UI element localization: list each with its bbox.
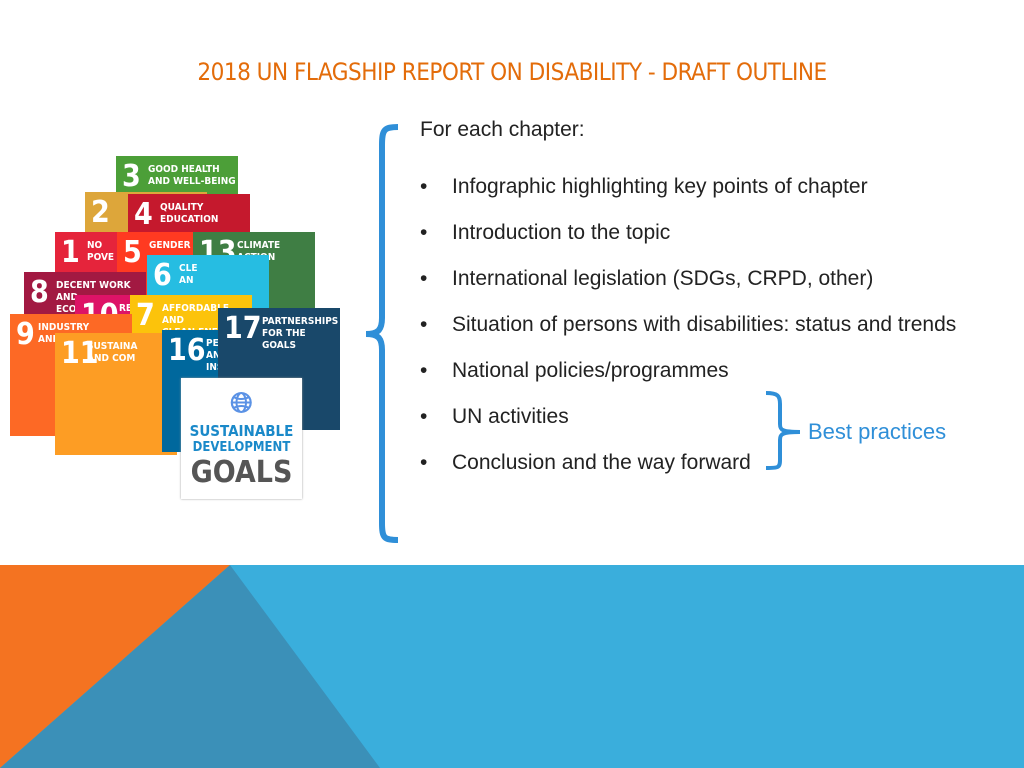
tile-label-line: QUALITY xyxy=(160,202,204,213)
bullet-item: National policies/programmes xyxy=(420,348,1000,394)
tile-number: 1 xyxy=(61,235,80,270)
tile-label-line: CLIMATE xyxy=(237,240,281,251)
tile-label: CLE AN xyxy=(179,263,197,287)
tile-label-line: AND COM xyxy=(87,353,136,364)
tile-label-line: POVE xyxy=(87,252,115,263)
tile-number: 8 xyxy=(30,275,49,310)
tile-label-line: RED xyxy=(119,303,140,315)
tile-label-line: FOR THE GOALS xyxy=(262,328,306,351)
logo-text: DEVELOPMENT xyxy=(192,440,291,455)
tile-number: 11 xyxy=(61,336,99,371)
bullet-list: Infographic highlighting key points of c… xyxy=(420,164,1000,486)
tile-label-line: AND xyxy=(206,350,228,361)
tile-label-line: INST xyxy=(206,362,232,374)
tile-number: 9 xyxy=(16,317,35,352)
tile-label-line: DECENT WORK AND xyxy=(56,280,131,303)
tile-number: 16 xyxy=(168,333,206,368)
tile-label-line: GENDER xyxy=(149,240,191,251)
tile-number: 2 xyxy=(91,195,110,230)
tile-label: SUSTAINA AND COM xyxy=(87,341,137,365)
tile-label: NO POVE xyxy=(87,240,114,264)
slide-title: 2018 UN FLAGSHIP REPORT ON DISABILITY - … xyxy=(197,58,827,86)
sdg-tile: 11 SUSTAINA AND COM xyxy=(55,333,177,455)
tile-label-line: PARTNERSHIPS xyxy=(262,316,339,327)
tile-label-line: CLE xyxy=(179,263,198,274)
tile-label-line: SUSTAINA xyxy=(87,341,138,352)
logo-text: GOALS xyxy=(190,455,293,490)
tile-label: INDUSTRY AND xyxy=(38,322,89,346)
bullet-item: Situation of persons with disabilities: … xyxy=(420,302,1000,348)
bullet-item: Infographic highlighting key points of c… xyxy=(420,164,1000,210)
tile-label: GOOD HEALTH AND WELL-BEING xyxy=(148,164,236,188)
un-emblem: 🌐︎ xyxy=(230,386,253,419)
tile-label: PARTNERSHIPS FOR THE GOALS xyxy=(262,316,340,352)
bullet-item: International legislation (SDGs, CRPD, o… xyxy=(420,256,1000,302)
tile-label-line: AND xyxy=(38,334,60,345)
bullet-item: UN activities xyxy=(420,394,1000,440)
intro-text: For each chapter: xyxy=(420,118,585,141)
tile-label-line: GOOD HEALTH xyxy=(148,164,220,175)
brace-label: Best practices xyxy=(808,419,947,444)
tile-label: DECENT WORK AND ECO xyxy=(56,280,146,316)
logo-text: SUSTAINABLE xyxy=(189,422,294,440)
tile-label-line: AN xyxy=(179,275,194,286)
tile-label-line: INDUSTRY xyxy=(38,322,90,333)
bullet-item: Conclusion and the way forward xyxy=(420,440,1000,486)
tile-label: GENDER xyxy=(149,240,191,252)
bullet-item: Introduction to the topic xyxy=(420,210,1000,256)
tile-number: 3 xyxy=(122,159,141,194)
tile-label-line: AFFORDABLE AND xyxy=(162,303,230,326)
dark-triangle xyxy=(0,565,380,768)
tile-label: QUALITY EDUCATION xyxy=(160,202,218,226)
tile-number: 4 xyxy=(134,197,153,232)
tile-label-line: ECO xyxy=(56,304,77,315)
tile-number: 5 xyxy=(123,235,142,270)
tile-number: 7 xyxy=(136,298,155,333)
tile-label-line: NO xyxy=(87,240,103,251)
sdg-logo: 🌐︎ SUSTAINABLE DEVELOPMENT GOALS xyxy=(181,378,302,499)
tile-label-line: EDUCATION xyxy=(160,214,219,225)
large-brace xyxy=(365,124,399,543)
tile-number: 17 xyxy=(224,311,262,346)
tile-label-line: AND WELL-BEING xyxy=(148,176,236,187)
tile-number: 6 xyxy=(153,258,172,293)
